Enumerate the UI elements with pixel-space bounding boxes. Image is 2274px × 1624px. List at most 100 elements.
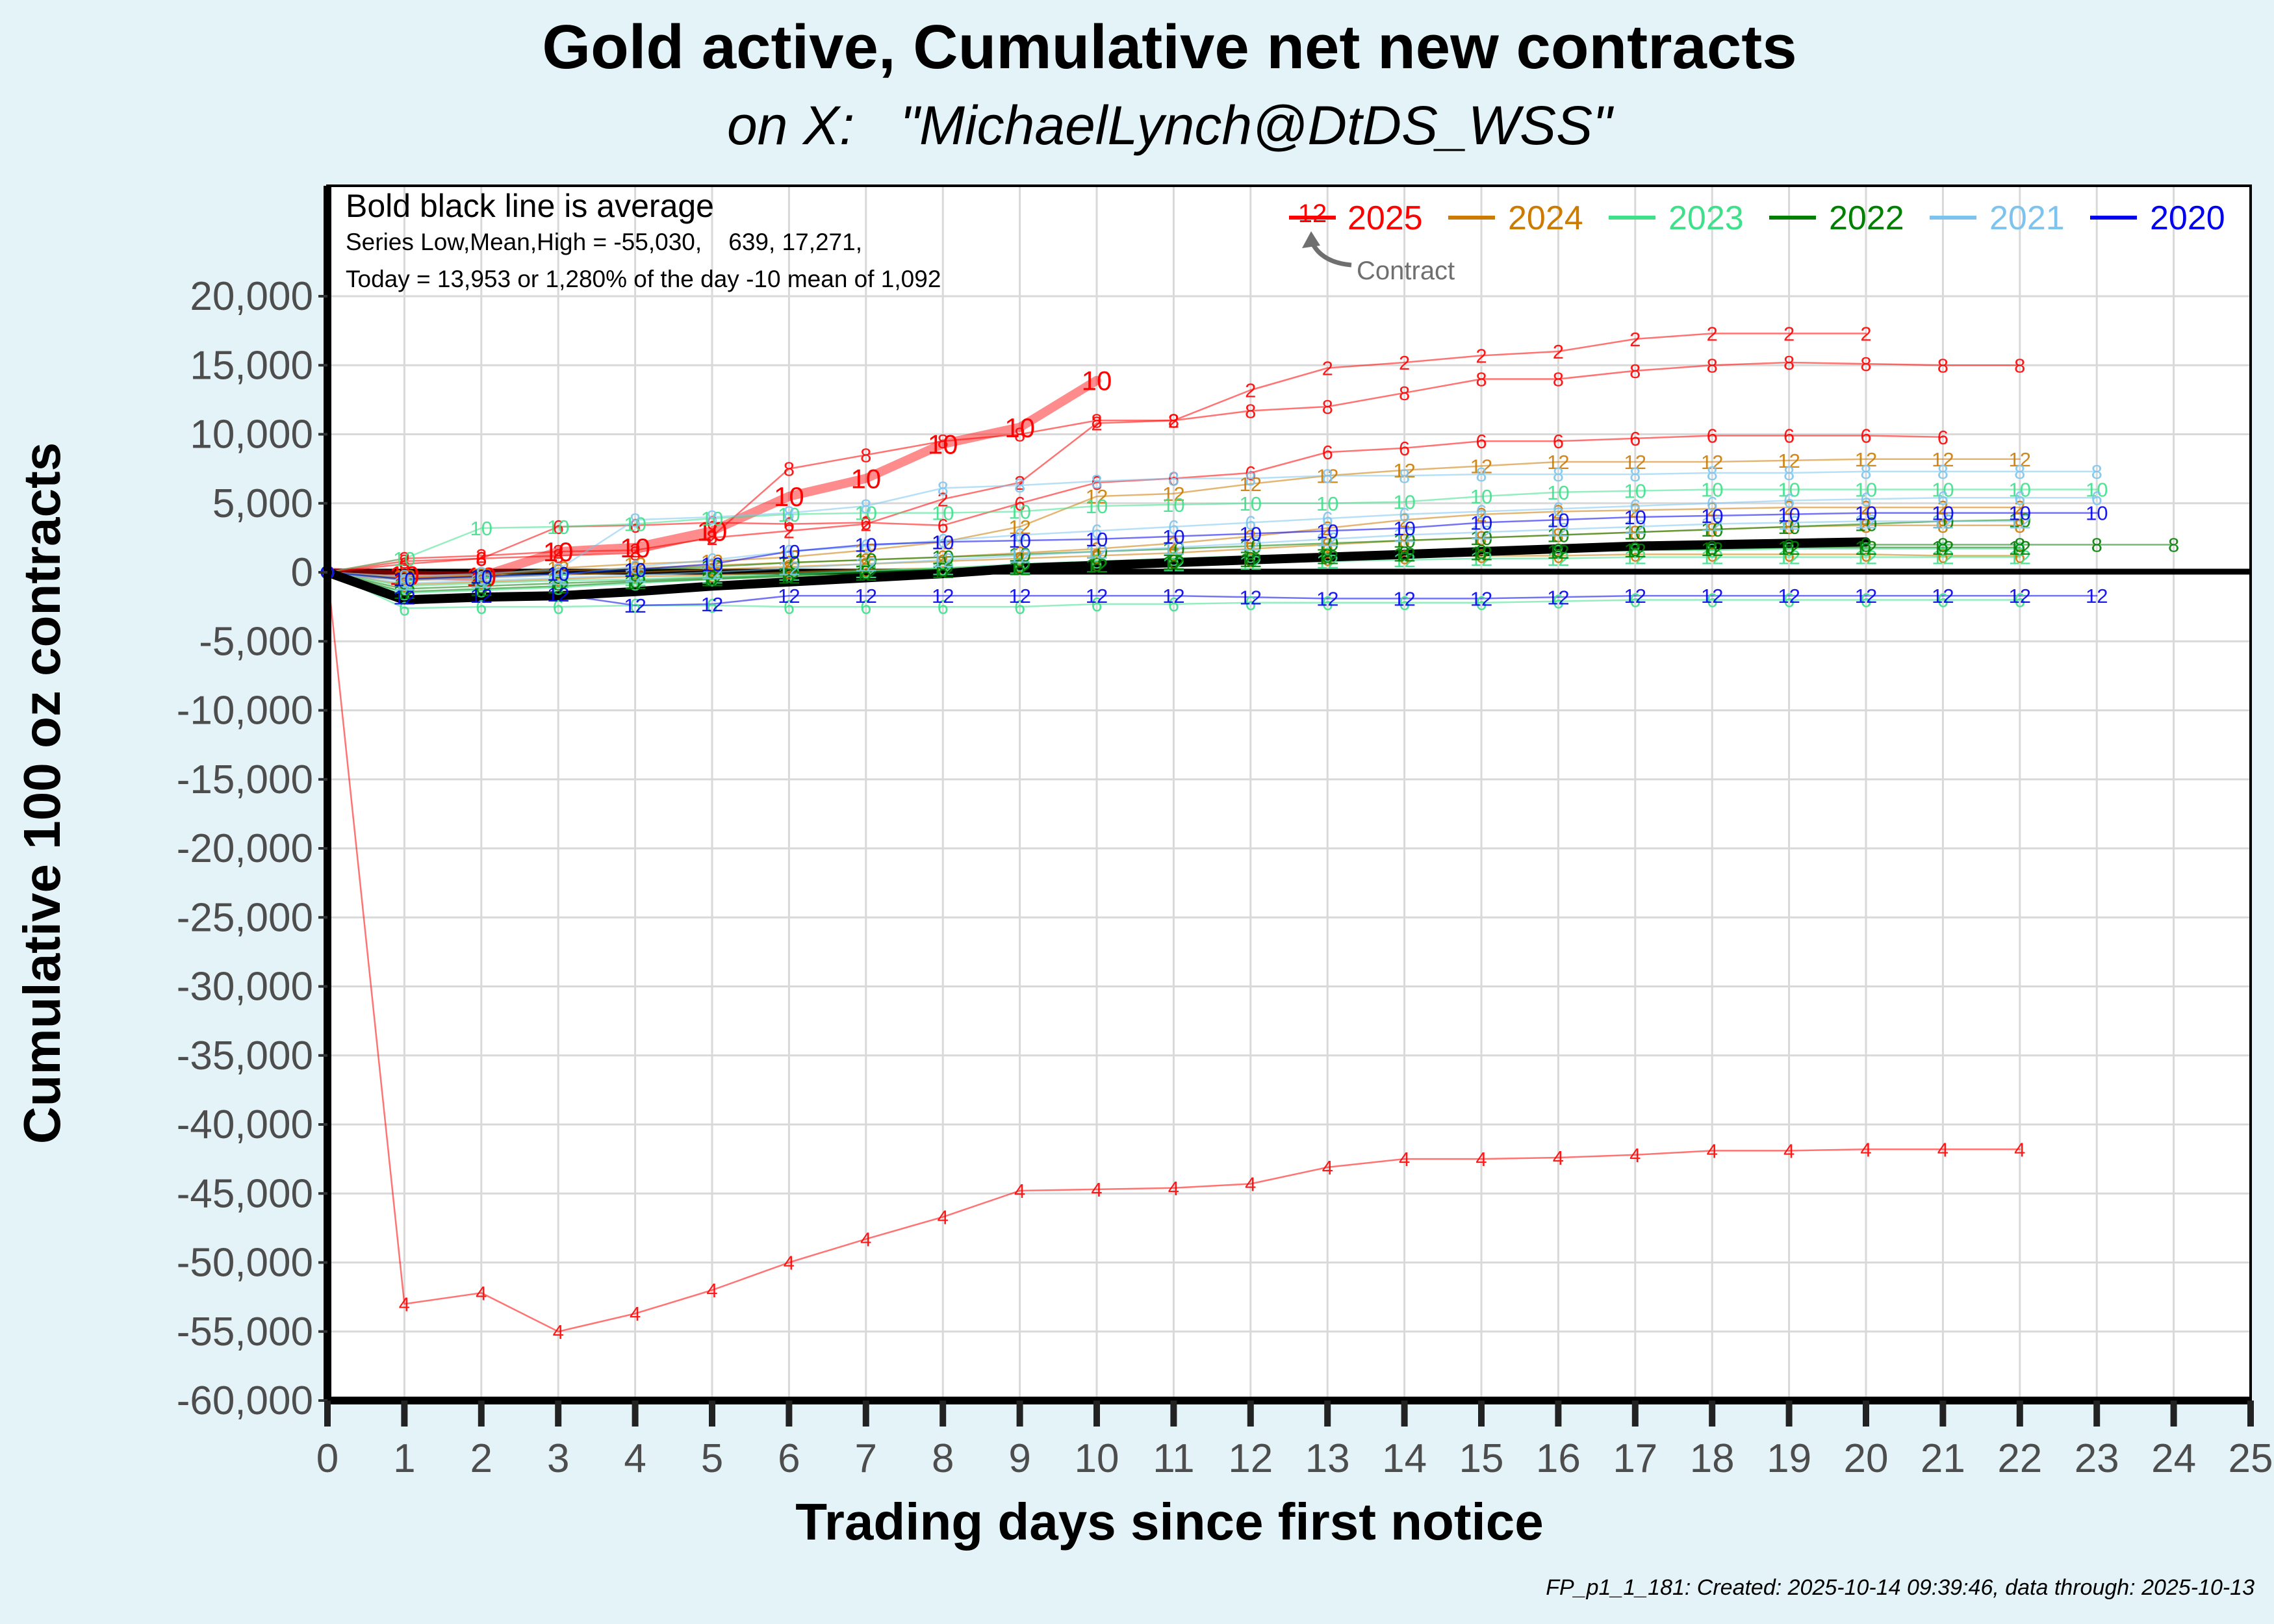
series-point-label: 12 xyxy=(1470,542,1492,565)
x-tick-label: 23 xyxy=(2075,1436,2119,1481)
series-point-label: 12 xyxy=(701,550,723,573)
series-point-label: 4 xyxy=(784,1252,795,1275)
series-point-label: 8 xyxy=(1322,545,1333,568)
series-point-label: 4 xyxy=(476,1282,487,1304)
series-point-label: 12 xyxy=(470,578,492,601)
series-point-label: 8 xyxy=(1476,540,1487,563)
series-point-label: 6 xyxy=(1476,545,1487,568)
series-point-label: 6 xyxy=(553,516,564,539)
series-point-label: 2 xyxy=(860,549,871,572)
series-point-label: 10 xyxy=(932,502,954,525)
series-point-label: 6 xyxy=(1014,492,1025,515)
series-point-label: 8 xyxy=(2014,354,2025,377)
series-point-label: 4 xyxy=(1476,1148,1487,1171)
series-point-label: 10 xyxy=(932,546,954,569)
x-tick-label: 9 xyxy=(1008,1436,1030,1481)
series-point-label: 10 xyxy=(701,507,723,530)
series-point-label: 6 xyxy=(1937,426,1948,449)
series-point-label: 10 xyxy=(466,561,496,592)
series-point-label: 12 xyxy=(1008,516,1030,539)
series-point-label: 6 xyxy=(1322,592,1333,615)
series-point-label: 8 xyxy=(1860,461,1871,483)
series-point-label: 8 xyxy=(860,444,871,466)
y-tick-label: -10,000 xyxy=(177,689,313,733)
series-point-label: 4 xyxy=(1168,1177,1179,1200)
y-tick-label: 20,000 xyxy=(190,274,313,319)
series-point-label: 8 xyxy=(706,559,717,581)
series-point-label: 12 xyxy=(1624,539,1646,562)
series-point-label: 12 xyxy=(1086,585,1108,607)
series-point-label: 8 xyxy=(1399,542,1410,565)
series-point-label: 6 xyxy=(630,565,641,588)
series-point-label: 2 xyxy=(1629,499,1641,522)
series-point-label: 10 xyxy=(1701,518,1723,541)
series-point-label: 6 xyxy=(706,512,717,535)
series-point-label: 6 xyxy=(1860,488,1871,511)
series-point-label: 12 xyxy=(470,585,492,607)
series-point-label: 8 xyxy=(860,561,871,584)
series-point-label: 8 xyxy=(476,579,487,602)
series-point-label: 6 xyxy=(1014,524,1025,547)
series-point-label: 10 xyxy=(1470,512,1492,535)
x-tick-label: 25 xyxy=(2229,1436,2273,1481)
contract-arrow-head xyxy=(1302,231,1320,248)
legend-label-2025: 2025 xyxy=(1348,199,1423,237)
x-tick-label: 6 xyxy=(778,1436,800,1481)
series-point-label: 10 xyxy=(1162,526,1184,548)
y-tick-label: -55,000 xyxy=(177,1310,313,1354)
series-point-label: 6 xyxy=(1168,593,1179,616)
x-tick-label: 15 xyxy=(1459,1436,1504,1481)
series-point-label: 8 xyxy=(1707,518,1718,541)
series-point-label: 10 xyxy=(1393,491,1415,514)
series-point-label: 2 xyxy=(1399,509,1410,531)
series-point-label: 2 xyxy=(784,520,795,542)
x-tick-label: 18 xyxy=(1690,1436,1735,1481)
x-tick-label: 22 xyxy=(1997,1436,2042,1481)
series-point-label: 12 xyxy=(778,565,800,588)
series-point-label: 8 xyxy=(1245,468,1256,490)
series-point-label: 6 xyxy=(2091,487,2102,509)
series-point-label: 12 xyxy=(470,572,492,595)
average-layer xyxy=(323,537,1871,605)
series-point-label: 8 xyxy=(1399,542,1410,565)
series-point-label: 4 xyxy=(1245,1173,1256,1195)
series-point-label: 12 xyxy=(547,583,569,606)
series-point-label: 8 xyxy=(1476,540,1487,563)
series-point-label: 8 xyxy=(706,526,717,548)
series-point-label: 12 xyxy=(855,560,877,583)
series-point-label: 2 xyxy=(1707,322,1718,345)
series-point-label: 6 xyxy=(1091,520,1102,542)
series-point-label: 10 xyxy=(1624,480,1646,503)
x-tick-label: 12 xyxy=(1228,1436,1273,1481)
series-point-label: 6 xyxy=(476,596,487,618)
series-point-label: 8 xyxy=(1245,548,1256,570)
series-point-label: 10 xyxy=(2009,502,2031,525)
series-point-label: 12 xyxy=(1240,586,1262,609)
series-point-label: 8 xyxy=(1553,539,1564,562)
series-point-label: 8 xyxy=(630,561,641,584)
series-point-label: 10 xyxy=(701,556,723,579)
series-point-label: 12 xyxy=(1624,546,1646,569)
series-point-label: 12 xyxy=(1701,451,1723,474)
legend-sample-label: 12 xyxy=(1298,199,1327,228)
series-point-label: 12 xyxy=(1316,546,1338,569)
series-point-label: 10 xyxy=(1470,527,1492,550)
series-point-label: 8 xyxy=(1629,463,1641,486)
series-point-label: 8 xyxy=(1399,529,1410,552)
series-point-label: 4 xyxy=(1553,1147,1564,1169)
series-point-label: 8 xyxy=(1707,539,1718,562)
series-point-label: 6 xyxy=(1168,550,1179,573)
series-point-label: 8 xyxy=(399,570,410,592)
series-point-label: 10 xyxy=(855,549,877,572)
series-point-label: 8 xyxy=(784,556,795,579)
series-point-label: 6 xyxy=(1860,425,1871,448)
series-point-label: 2 xyxy=(399,548,410,570)
series-point-label: 6 xyxy=(784,513,795,536)
series-point-label: 4 xyxy=(1091,1178,1102,1201)
series-point-label: 8 xyxy=(938,557,949,580)
series-point-label: 6 xyxy=(706,549,717,572)
series-point-label: 6 xyxy=(1476,501,1487,524)
series-point-label: 12 xyxy=(1778,585,1800,607)
series-point-label: 8 xyxy=(553,559,564,581)
series-point-label: 12 xyxy=(624,594,646,617)
